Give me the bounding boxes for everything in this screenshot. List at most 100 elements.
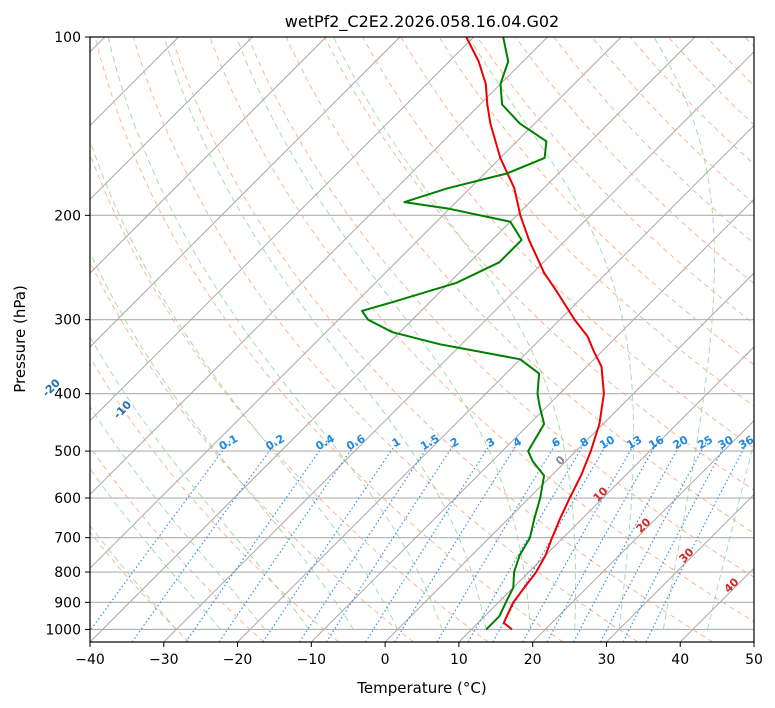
- y-tick-label: 500: [54, 444, 81, 460]
- mixing-ratio-label: 16: [647, 433, 667, 452]
- dry-adiabat-line: [553, 37, 754, 245]
- mixing-ratio-line: [546, 440, 659, 642]
- isotherm-line: [163, 51, 754, 642]
- mixing-ratio-label: 1: [390, 435, 403, 450]
- mixing-ratio-label: 20: [671, 433, 691, 452]
- plot-frame: [89, 36, 755, 643]
- mixing-ratio-label: 13: [624, 433, 644, 452]
- dry-adiabat-line: [476, 37, 754, 325]
- mixing-ratio-label: 0.2: [263, 432, 286, 453]
- isotherm-line: [310, 198, 754, 642]
- moist-adiabat-line: [90, 467, 221, 630]
- dry-adiabat-label: -10: [111, 398, 134, 421]
- mixing-ratio-line: [394, 440, 520, 642]
- mixing-ratio-label: 0.6: [344, 432, 368, 453]
- mixing-ratio-line: [90, 440, 231, 632]
- y-tick-label: 200: [54, 208, 81, 224]
- dry-adiabat-line: [132, 37, 639, 642]
- mixing-ratio-line: [185, 440, 328, 642]
- y-tick-label: 900: [54, 595, 81, 611]
- mixing-ratio-label: 25: [695, 433, 715, 452]
- moist-adiabat-line: [90, 405, 266, 630]
- isotherm-line: [384, 272, 754, 642]
- mixing-ratio-line: [467, 440, 587, 642]
- isotherm-line: [90, 37, 253, 201]
- x-tick-label: 30: [598, 652, 616, 668]
- isotherm-line: [90, 37, 622, 569]
- dry-adiabat-line: [171, 37, 713, 642]
- moist-adiabat-line: [333, 37, 577, 630]
- y-tick-label: 300: [54, 313, 81, 329]
- dry-adiabat-line: [400, 37, 754, 407]
- mixing-ratio-label: 6: [549, 435, 562, 450]
- mixing-ratio-label: 0.1: [217, 432, 240, 453]
- chart-title: wetPf2_C2E2.2026.058.16.04.G02: [285, 12, 559, 32]
- mixing-ratio-label: 30: [716, 433, 736, 452]
- mixing-ratio-label: 2: [448, 435, 461, 450]
- y-tick-label: 1000: [45, 622, 81, 638]
- plot-clip-group: [90, 37, 754, 642]
- moist-adiabat-line: [90, 524, 177, 630]
- x-tick-label: −40: [75, 652, 105, 668]
- x-tick-label: 20: [524, 652, 542, 668]
- isotherm-line: [90, 37, 548, 496]
- moist-adiabat-line: [236, 37, 531, 630]
- isotherm-line: [679, 567, 754, 642]
- isotherm-line: [606, 493, 754, 642]
- mixing-ratio-line: [600, 440, 708, 642]
- dry-adiabat-line: [90, 356, 339, 642]
- moist-adiabat-label: 10: [591, 484, 611, 504]
- dry-adiabat-line: [90, 531, 190, 642]
- x-tick-label: 10: [450, 652, 468, 668]
- y-tick-label: 700: [54, 531, 81, 547]
- mixing-ratio-label: 3: [484, 435, 497, 450]
- mixing-ratio-line: [622, 440, 728, 642]
- dewpoint-profile-line: [361, 37, 548, 631]
- mixing-ratio-line: [645, 440, 749, 642]
- dry-adiabat-line: [90, 260, 414, 642]
- moist-adiabat-line: [653, 37, 715, 630]
- dry-adiabat-line: [90, 446, 265, 642]
- x-tick-label: −10: [297, 652, 327, 668]
- dry-adiabat-line: [744, 37, 754, 47]
- plot-area: -100-90-80-70-60-50-40-30-20-100.10.20.4…: [40, 30, 763, 668]
- mixing-ratio-label: 10: [597, 433, 617, 452]
- moist-adiabat-line: [707, 440, 754, 630]
- y-tick-label: 800: [54, 565, 81, 581]
- isotherm-line: [90, 37, 475, 422]
- y-axis-title: Pressure (hPa): [11, 285, 29, 393]
- y-tick-label: 400: [54, 387, 81, 403]
- dry-adiabat-line: [94, 37, 564, 642]
- mixing-ratio-line: [365, 440, 494, 642]
- x-tick-label: 50: [745, 652, 763, 668]
- mixing-ratio-line: [218, 440, 358, 642]
- x-tick-label: 40: [671, 652, 689, 668]
- x-tick-label: −30: [149, 652, 179, 668]
- dry-adiabat-line: [438, 37, 754, 366]
- isotherm-line: [753, 641, 754, 642]
- x-axis-title: Temperature (°C): [356, 679, 486, 697]
- isotherm-line: [90, 37, 401, 348]
- y-tick-label: 600: [54, 491, 81, 507]
- mixing-ratio-line: [572, 440, 683, 642]
- isotherm-line: [237, 124, 754, 642]
- moist-adiabat-label: 20: [634, 515, 654, 535]
- isotherm-line: [90, 37, 327, 274]
- moist-adiabat-line: [90, 251, 354, 630]
- dry-adiabat-line: [706, 37, 754, 87]
- moist-adiabat-line: [468, 37, 635, 630]
- mixing-ratio-line: [299, 440, 433, 642]
- dry-adiabat-line: [515, 37, 754, 285]
- mixing-ratio-line: [262, 440, 399, 642]
- x-tick-label: −20: [223, 652, 253, 668]
- isotherm-line: [458, 346, 754, 642]
- moist-adiabat-label: 40: [722, 575, 742, 595]
- moist-adiabat-line: [107, 37, 443, 630]
- moist-adiabat-line: [90, 335, 310, 630]
- dry-adiabat-line: [629, 37, 754, 165]
- mixing-ratio-line: [436, 440, 559, 642]
- y-tick-label: 100: [54, 30, 81, 46]
- moist-adiabat-label: 30: [677, 545, 697, 565]
- mixing-ratio-line: [325, 440, 457, 642]
